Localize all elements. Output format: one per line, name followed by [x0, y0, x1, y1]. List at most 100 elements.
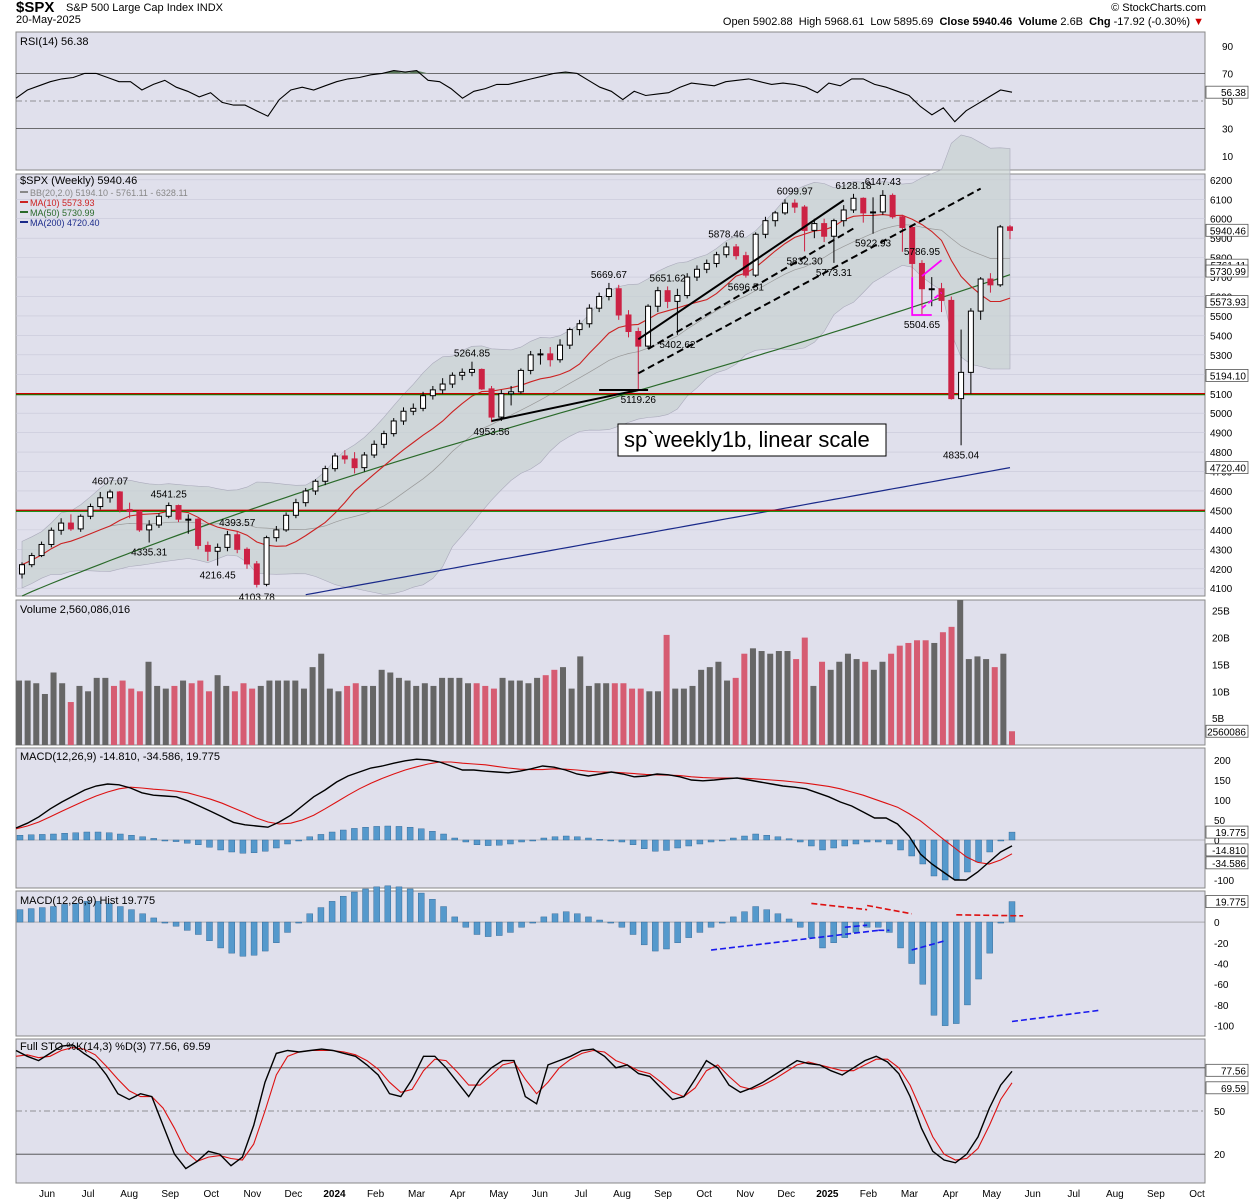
- volume-bar: [991, 667, 998, 745]
- volume-bar: [197, 680, 204, 745]
- symbol-label: $SPX: [16, 0, 55, 16]
- volume-bar: [223, 685, 230, 745]
- month-label-bottom: Jul: [82, 1189, 95, 1200]
- macd-hist-bar: [418, 892, 425, 923]
- macd-histogram-bar: [473, 839, 481, 845]
- candle-body: [429, 389, 436, 397]
- price-annotation: 6128.18: [835, 181, 872, 192]
- macd-value-tag: [1205, 843, 1249, 857]
- candle-body: [625, 314, 632, 333]
- price-annotation: 4103.78: [239, 592, 276, 603]
- macd-hist-panel: [15, 890, 1206, 1037]
- price-value-tag-tag: [1205, 461, 1249, 474]
- macd-histogram-bar: [139, 836, 146, 841]
- candle-body: [977, 278, 984, 312]
- volume-bar: [344, 685, 351, 745]
- volume-bar: [784, 651, 791, 745]
- macd-histogram-bar: [61, 833, 68, 841]
- volume-bar: [85, 691, 92, 745]
- macd-histogram-bar: [819, 839, 826, 851]
- macd-histogram-bar: [618, 839, 626, 843]
- month-label-bottom: May: [489, 1189, 508, 1200]
- candle-body: [693, 268, 700, 278]
- macd-histogram-bar: [262, 839, 269, 852]
- price-annotation: 6147.43: [865, 177, 902, 188]
- candle-body: [840, 209, 847, 222]
- volume-bar: [611, 683, 618, 745]
- macd-histogram-bar: [529, 839, 536, 842]
- macd-hist-last-value-tag: [1205, 895, 1249, 908]
- macd-hist-bar: [484, 921, 492, 937]
- macd-histogram-bar: [217, 839, 224, 851]
- macd-histogram-bar: [418, 828, 425, 841]
- macd-histogram-bar: [117, 833, 124, 841]
- macd-histogram-bar: [373, 826, 380, 841]
- rsi-line: [15, 70, 1013, 123]
- volume-bar: [283, 680, 290, 745]
- macd-hist-bar: [128, 909, 135, 923]
- macd-histogram-bar: [50, 833, 57, 841]
- macd-histogram-bar: [228, 839, 235, 853]
- macd-hist-bar: [351, 891, 358, 923]
- macd-histogram-bar: [585, 837, 592, 841]
- price-tick-label: 4400: [1210, 526, 1233, 537]
- macd-histogram-bar: [863, 839, 871, 843]
- macd-hist-bar: [328, 901, 336, 923]
- macd-signal-value: -34.586: [1212, 859, 1246, 870]
- macd-histogram-bar: [183, 839, 191, 844]
- candle-body: [19, 564, 25, 575]
- candle-body: [664, 290, 671, 302]
- rsi-last-value: 56.38: [1221, 88, 1246, 99]
- volume-bar: [387, 672, 394, 745]
- macd-hist-bar: [596, 919, 603, 923]
- macd-hist-bar: [373, 886, 380, 923]
- macd-hist-bar: [250, 921, 258, 956]
- open-value: 5902.88: [752, 16, 793, 28]
- month-label-bottom: Mar: [901, 1189, 919, 1200]
- volume-bar: [24, 680, 31, 745]
- volume-bar: [119, 680, 126, 745]
- volume-bar: [983, 659, 990, 745]
- candle-body: [498, 393, 505, 418]
- price-value-tag-tag: [1205, 223, 1249, 237]
- macd-histogram-bar: [930, 839, 938, 877]
- volume-bar: [559, 667, 566, 745]
- macd-hist-bar: [406, 888, 414, 923]
- volume-bar: [749, 648, 756, 745]
- legend-entry: MA(50) 5730.99: [30, 208, 95, 218]
- candle-body: [733, 246, 740, 257]
- macd-histogram-bar: [596, 839, 603, 841]
- date-label: 20-May-2025: [16, 14, 81, 26]
- macd-histogram-bar: [919, 839, 927, 865]
- month-label-bottom: Nov: [243, 1189, 261, 1200]
- volume-last-value: 2560086: [1207, 727, 1246, 738]
- macd-histogram-bar: [72, 832, 79, 841]
- macd-hist-tick-label: -60: [1214, 980, 1229, 991]
- candle-body: [557, 344, 564, 361]
- stock-chart: 10 30 50 70 90 RSI(14) 56.38 56.38 4100 4200 4300…: [15, 31, 1249, 1200]
- macd-hist-bar: [629, 921, 637, 935]
- volume-bar: [318, 653, 325, 745]
- candle-body: [478, 368, 485, 390]
- candle-body: [165, 505, 172, 517]
- candle-body: [400, 410, 407, 422]
- macd-hist-bar: [774, 913, 782, 923]
- legend-entry: MA(200) 4720.40: [30, 218, 100, 228]
- macd-histogram-bar: [518, 839, 525, 843]
- candle-body: [332, 455, 339, 470]
- volume-bar: [490, 688, 497, 745]
- macd-histogram-bar: [306, 836, 313, 841]
- macd-histogram-bar: [830, 839, 837, 849]
- volume-bar: [853, 659, 860, 745]
- macd-hist-bar: [763, 909, 770, 923]
- month-label-bottom: Apr: [450, 1189, 466, 1200]
- macd-histogram-bar: [195, 839, 202, 845]
- candle-body: [547, 353, 554, 361]
- volume-bar: [335, 691, 342, 745]
- volume-bar: [275, 680, 282, 745]
- legend-entry: MA(10) 5573.93: [30, 198, 95, 208]
- price-annotation: 5402.62: [659, 340, 696, 351]
- price-tick-label: 5700: [1210, 273, 1233, 284]
- price-value-tag: 5940.46: [1210, 226, 1247, 237]
- candle-body: [899, 216, 906, 228]
